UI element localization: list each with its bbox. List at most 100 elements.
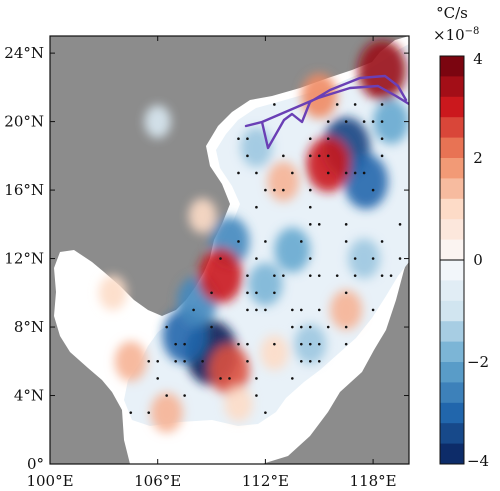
x-tick-label: 112°E [242, 472, 289, 490]
stipple-dot [308, 325, 312, 329]
colorbar-swatch [440, 300, 464, 322]
stipple-dot [344, 325, 348, 329]
colorbar-tick-label: −4 [467, 452, 489, 470]
colorbar-swatch [440, 260, 464, 281]
colorbar-swatch [440, 321, 464, 342]
stipple-dot [147, 411, 151, 414]
stipple-dot [362, 171, 366, 175]
x-tick-label: 100°E [26, 472, 73, 490]
colorbar-multiplier: ×10−8 [433, 26, 479, 44]
y-tick-label: 16°N [4, 181, 44, 199]
stipple-dot [380, 240, 384, 243]
stipple-dot [308, 223, 312, 226]
stipple-dot [300, 240, 303, 243]
stipple-dot [255, 308, 258, 312]
stipple-dot [201, 359, 204, 363]
anomaly-feature [224, 386, 253, 422]
stipple-dot [273, 291, 276, 295]
colorbar-swatch [440, 198, 464, 220]
colorbar-unit: °C/s [436, 4, 468, 22]
anomaly-feature [98, 275, 127, 311]
anomaly-feature [209, 344, 250, 395]
stipple-dot [174, 342, 177, 346]
colorbar-swatch [440, 280, 464, 302]
y-tick-label: 12°N [4, 250, 44, 268]
stipple-dot [371, 308, 375, 312]
x-tick-label: 118°E [350, 472, 397, 490]
stipple-dot [380, 154, 384, 158]
y-tick-label: 4°N [14, 387, 44, 405]
stipple-dot [344, 342, 348, 346]
stipple-dot [156, 377, 159, 380]
anomaly-feature [373, 99, 409, 145]
colorbar-frame [439, 55, 465, 465]
stipple-dot [308, 257, 312, 260]
stipple-dot [273, 274, 276, 277]
stipple-dot [246, 137, 249, 141]
stipple-dot [300, 342, 303, 346]
colorbar-swatch [440, 402, 464, 424]
stipple-dot [255, 291, 258, 295]
stipple-dot [246, 274, 249, 277]
stipple-dot [362, 120, 366, 123]
colorbar-swatch [440, 443, 464, 465]
stipple-dot [344, 171, 348, 175]
anomaly-feature [267, 161, 300, 202]
colorbar-swatch [440, 178, 464, 200]
stipple-dot [353, 274, 357, 277]
anomaly-feature [260, 335, 289, 371]
x-tick-label: 106°E [134, 472, 181, 490]
stipple-dot [246, 291, 249, 295]
anomaly-feature [343, 154, 388, 210]
stipple-dot [183, 359, 186, 363]
colorbar-swatch [440, 423, 464, 444]
stipple-dot [344, 291, 348, 295]
stipple-dot [255, 377, 258, 380]
stipple-dot [255, 171, 258, 175]
colorbar-tick-label: 0 [473, 251, 483, 269]
stipple-dot [219, 377, 222, 380]
stipple-dot [317, 223, 321, 226]
stipple-dot [282, 154, 285, 158]
stipple-dot [335, 103, 339, 106]
stipple-dot [371, 257, 375, 260]
stipple-dot [165, 394, 168, 397]
stipple-dot [255, 394, 258, 397]
stipple-dot [291, 325, 294, 329]
stipple-dot [353, 171, 357, 175]
map-panel [50, 36, 409, 464]
significance-stipple [129, 103, 402, 414]
anomaly-feature [348, 238, 381, 279]
stipple-dot [308, 188, 312, 192]
map-axes: 100°E 106°E 112°E 118°E 0° 4°N 8°N 12°N 16°N 20°N… [4, 36, 409, 490]
colorbar-swatches [440, 56, 464, 465]
stipple-dot [282, 188, 285, 192]
stipple-dot [210, 291, 213, 295]
stipple-dot [398, 257, 402, 260]
stipple-dot [308, 274, 312, 277]
stipple-dot [273, 188, 276, 192]
colorbar-swatch [440, 219, 464, 240]
stipple-dot [255, 257, 258, 260]
y-tick-label: 20°N [4, 113, 44, 131]
colorbar: 4 2 0 −2 −4 °C/s ×10−8 [433, 4, 489, 470]
stipple-dot [246, 342, 249, 346]
anomaly-feature [114, 341, 147, 382]
stipple-dot [326, 120, 330, 123]
stipple-dot [156, 359, 159, 363]
stipple-dot [371, 188, 375, 192]
colorbar-tick-label: 4 [473, 50, 483, 68]
stipple-dot [183, 394, 186, 397]
anomaly-feature [358, 40, 407, 101]
stipple-dot [165, 325, 168, 329]
colorbar-tick-label: 2 [473, 149, 483, 167]
stipple-dot [255, 205, 258, 209]
stipple-dot [353, 257, 357, 260]
typhoon-track [244, 74, 409, 150]
colorbar-swatch [440, 382, 464, 404]
stipple-dot [317, 342, 321, 346]
y-tick-label: 0° [27, 455, 44, 473]
stipple-dot [308, 137, 312, 141]
stipple-dot [192, 308, 195, 312]
